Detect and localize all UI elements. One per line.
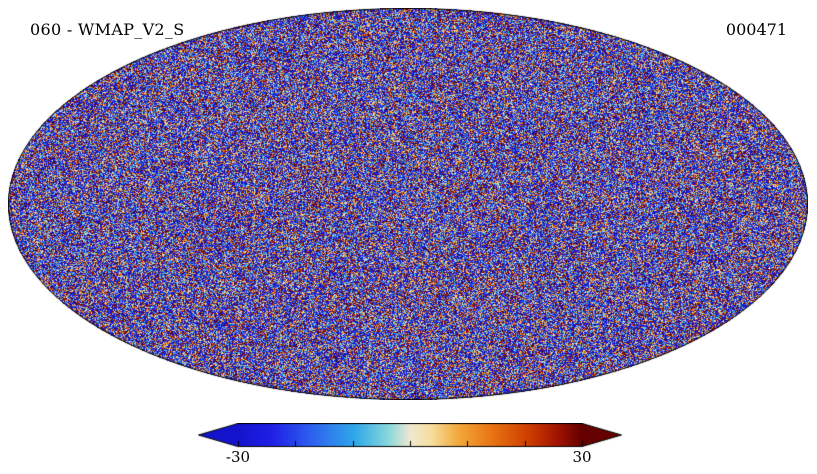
colorbar-max-label: 30 xyxy=(572,448,592,466)
mollweide-map-canvas xyxy=(8,8,808,400)
colorbar xyxy=(198,423,622,450)
colorbar-min-label: -30 xyxy=(225,448,251,466)
